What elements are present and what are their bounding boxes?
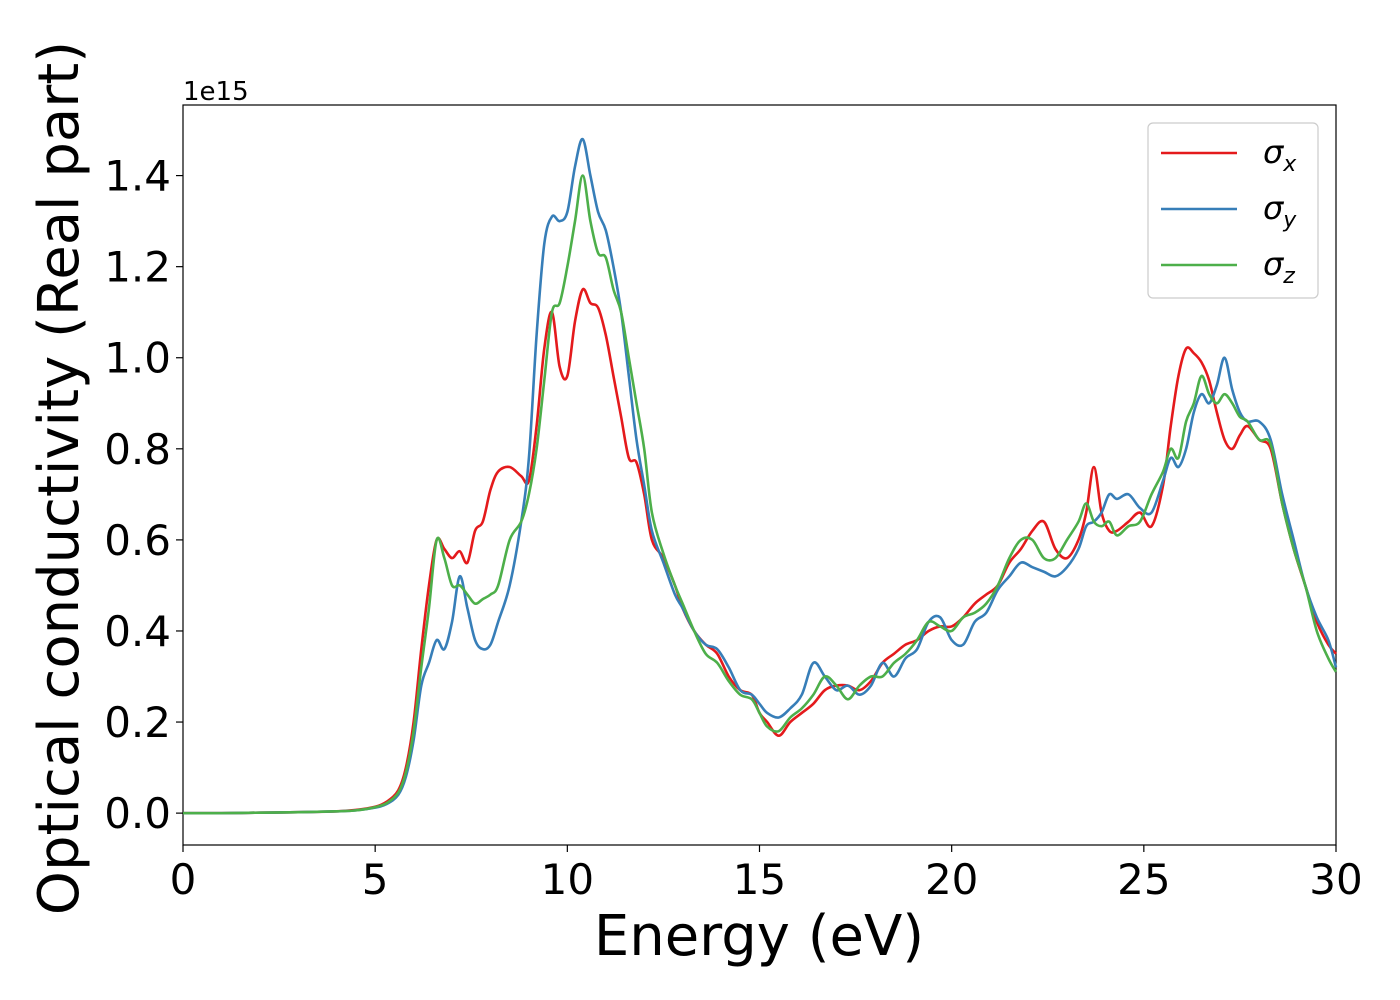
legend-symbol: σ — [1263, 189, 1285, 227]
legend-label-z: σz — [1263, 245, 1295, 289]
plot-area — [182, 104, 1338, 846]
legend-label-y: σy — [1263, 189, 1297, 233]
legend-symbol: σ — [1263, 245, 1285, 283]
y-tick-label: 0.2 — [104, 698, 171, 747]
x-tick-label: 25 — [1117, 855, 1170, 904]
series-line-x — [182, 287, 1337, 815]
series-layer — [182, 137, 1338, 815]
y-tick-label: 1.2 — [104, 243, 171, 292]
x-tick-label: 10 — [541, 855, 594, 904]
y-tick-label: 1.0 — [104, 334, 171, 383]
y-tick-label: 0.8 — [104, 425, 171, 474]
x-tick-label: 0 — [170, 855, 197, 904]
x-tick-label: 5 — [362, 855, 389, 904]
y-tick-label: 0.0 — [104, 789, 171, 838]
y-tick-label: 0.6 — [104, 516, 171, 565]
series-line-y — [182, 137, 1338, 815]
x-tick-label: 20 — [925, 855, 978, 904]
legend-label-x: σx — [1263, 133, 1297, 177]
x-tick-label: 15 — [733, 855, 786, 904]
series-line-z — [182, 174, 1338, 815]
y-tick-label: 1.4 — [104, 152, 171, 201]
x-axis-label: Energy (eV) — [594, 904, 924, 969]
plot-frame — [182, 104, 1337, 846]
y-axis-label: Optical conductivity (Real part) — [27, 41, 92, 915]
legend-subscript: z — [1282, 264, 1295, 289]
legend-box — [1147, 122, 1319, 299]
legend-symbol: σ — [1263, 133, 1285, 171]
legend-subscript: x — [1282, 152, 1297, 177]
y-tick-label: 0.4 — [104, 607, 171, 656]
x-axis-ticks: 0 5 10 15 20 25 30 — [170, 845, 1363, 904]
y-axis-ticks: 0.0 0.2 0.4 0.6 0.8 1.0 1.2 1.4 — [104, 152, 183, 838]
x-tick-label: 30 — [1309, 855, 1362, 904]
legend-subscript: y — [1282, 208, 1297, 233]
y-offset-label: 1e15 — [183, 77, 249, 107]
